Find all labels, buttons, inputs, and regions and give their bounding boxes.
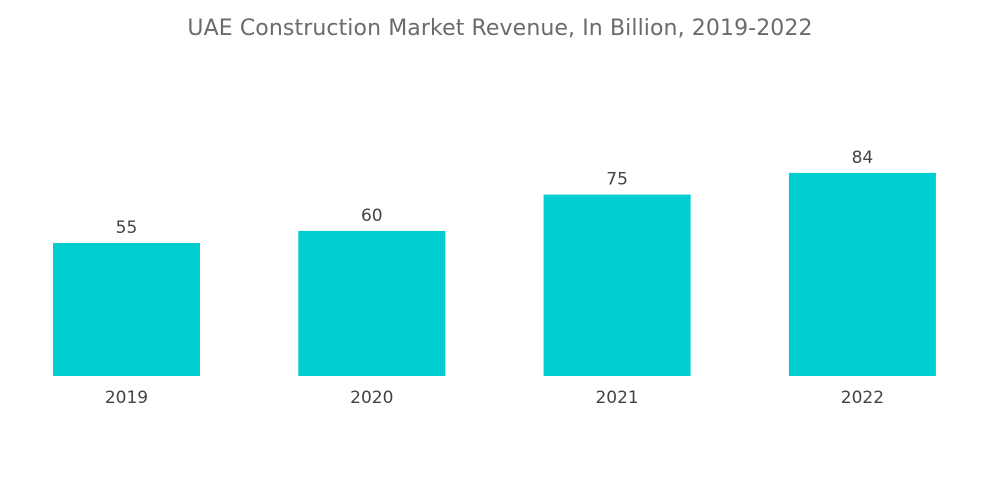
x-tick-label-2022: 2022 [841,388,884,408]
x-tick-label-2021: 2021 [595,388,638,408]
bar-2019 [53,243,200,376]
bars-group [53,172,936,376]
data-label-2021: 75 [606,170,628,190]
chart-title: UAE Construction Market Revenue, In Bill… [187,16,813,41]
data-label-2022: 84 [852,148,874,168]
x-tick-labels-group: 2019 2020 2021 2022 [105,388,884,408]
x-tick-label-2020: 2020 [350,388,393,408]
data-labels-group: 55 60 75 84 [116,148,874,238]
data-label-2020: 60 [361,206,383,226]
x-tick-label-2019: 2019 [105,388,148,408]
bar-2022 [788,172,936,376]
data-label-2019: 55 [116,218,138,238]
bar-2020 [298,230,446,376]
bar-2021 [543,194,691,376]
